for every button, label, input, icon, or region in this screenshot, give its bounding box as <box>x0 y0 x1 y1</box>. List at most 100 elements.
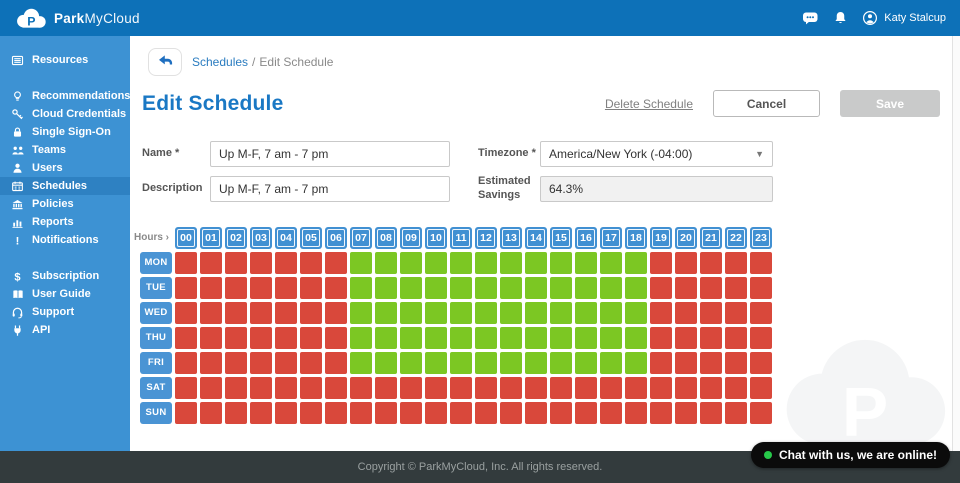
chat-widget[interactable]: Chat with us, we are online! <box>750 442 950 468</box>
schedule-cell-thu-10[interactable] <box>425 326 447 349</box>
schedule-cell-sat-02[interactable] <box>225 376 247 399</box>
schedule-cell-mon-19[interactable] <box>650 251 672 274</box>
schedule-cell-thu-22[interactable] <box>725 326 747 349</box>
schedule-cell-thu-06[interactable] <box>325 326 347 349</box>
sidebar-item-users[interactable]: Users <box>0 159 130 177</box>
back-button[interactable] <box>148 48 182 76</box>
schedule-cell-sat-03[interactable] <box>250 376 272 399</box>
schedule-cell-tue-05[interactable] <box>300 276 322 299</box>
day-label-wed[interactable]: WED <box>140 301 172 324</box>
schedule-cell-thu-16[interactable] <box>575 326 597 349</box>
schedule-cell-sat-05[interactable] <box>300 376 322 399</box>
schedule-cell-fri-13[interactable] <box>500 351 522 374</box>
schedule-cell-wed-04[interactable] <box>275 301 297 324</box>
schedule-cell-sat-16[interactable] <box>575 376 597 399</box>
schedule-cell-thu-09[interactable] <box>400 326 422 349</box>
description-input[interactable] <box>210 175 450 202</box>
schedule-cell-fri-17[interactable] <box>600 351 622 374</box>
schedule-cell-sat-09[interactable] <box>400 376 422 399</box>
schedule-cell-mon-22[interactable] <box>725 251 747 274</box>
schedule-cell-mon-01[interactable] <box>200 251 222 274</box>
schedule-cell-fri-06[interactable] <box>325 351 347 374</box>
schedule-cell-thu-00[interactable] <box>175 326 197 349</box>
schedule-cell-mon-05[interactable] <box>300 251 322 274</box>
breadcrumb-link-schedules[interactable]: Schedules <box>192 55 249 69</box>
schedule-cell-wed-19[interactable] <box>650 301 672 324</box>
schedule-cell-fri-10[interactable] <box>425 351 447 374</box>
schedule-cell-mon-07[interactable] <box>350 251 372 274</box>
schedule-cell-sat-20[interactable] <box>675 376 697 399</box>
hour-header-00[interactable]: 00 <box>175 226 197 249</box>
timezone-select[interactable]: America/New York (-04:00) ▼ <box>540 141 773 167</box>
hour-header-01[interactable]: 01 <box>200 226 222 249</box>
schedule-cell-thu-05[interactable] <box>300 326 322 349</box>
schedule-cell-wed-03[interactable] <box>250 301 272 324</box>
schedule-cell-wed-17[interactable] <box>600 301 622 324</box>
schedule-cell-fri-00[interactable] <box>175 351 197 374</box>
schedule-cell-mon-06[interactable] <box>325 251 347 274</box>
schedule-cell-wed-08[interactable] <box>375 301 397 324</box>
schedule-cell-mon-20[interactable] <box>675 251 697 274</box>
schedule-cell-wed-21[interactable] <box>700 301 722 324</box>
schedule-cell-sat-17[interactable] <box>600 376 622 399</box>
schedule-cell-sun-00[interactable] <box>175 401 197 424</box>
schedule-cell-mon-04[interactable] <box>275 251 297 274</box>
schedule-cell-mon-17[interactable] <box>600 251 622 274</box>
sidebar-item-cloud-credentials[interactable]: Cloud Credentials <box>0 105 130 123</box>
schedule-cell-sun-04[interactable] <box>275 401 297 424</box>
schedule-cell-sun-06[interactable] <box>325 401 347 424</box>
hour-header-12[interactable]: 12 <box>475 226 497 249</box>
schedule-cell-tue-18[interactable] <box>625 276 647 299</box>
schedule-cell-thu-17[interactable] <box>600 326 622 349</box>
schedule-cell-sun-22[interactable] <box>725 401 747 424</box>
schedule-cell-sat-14[interactable] <box>525 376 547 399</box>
sidebar-item-single-sign-on[interactable]: Single Sign-On <box>0 123 130 141</box>
schedule-cell-fri-11[interactable] <box>450 351 472 374</box>
schedule-cell-fri-16[interactable] <box>575 351 597 374</box>
schedule-cell-sun-19[interactable] <box>650 401 672 424</box>
schedule-cell-tue-16[interactable] <box>575 276 597 299</box>
schedule-cell-sun-16[interactable] <box>575 401 597 424</box>
schedule-cell-fri-18[interactable] <box>625 351 647 374</box>
schedule-cell-wed-22[interactable] <box>725 301 747 324</box>
hour-header-06[interactable]: 06 <box>325 226 347 249</box>
schedule-cell-fri-04[interactable] <box>275 351 297 374</box>
schedule-cell-thu-01[interactable] <box>200 326 222 349</box>
hour-header-15[interactable]: 15 <box>550 226 572 249</box>
schedule-cell-sun-11[interactable] <box>450 401 472 424</box>
schedule-cell-tue-17[interactable] <box>600 276 622 299</box>
schedule-cell-sat-22[interactable] <box>725 376 747 399</box>
hour-header-03[interactable]: 03 <box>250 226 272 249</box>
schedule-cell-mon-02[interactable] <box>225 251 247 274</box>
hour-header-05[interactable]: 05 <box>300 226 322 249</box>
schedule-cell-tue-10[interactable] <box>425 276 447 299</box>
save-button[interactable]: Save <box>840 90 940 117</box>
schedule-cell-fri-20[interactable] <box>675 351 697 374</box>
schedule-cell-sat-23[interactable] <box>750 376 772 399</box>
schedule-cell-wed-01[interactable] <box>200 301 222 324</box>
schedule-cell-sat-01[interactable] <box>200 376 222 399</box>
schedule-cell-fri-09[interactable] <box>400 351 422 374</box>
scrollbar-track[interactable] <box>952 36 960 451</box>
schedule-cell-sun-14[interactable] <box>525 401 547 424</box>
schedule-cell-thu-02[interactable] <box>225 326 247 349</box>
brand-logo[interactable]: P ParkMyCloud <box>14 6 140 30</box>
schedule-cell-thu-07[interactable] <box>350 326 372 349</box>
day-label-sun[interactable]: SUN <box>140 401 172 424</box>
bell-icon[interactable] <box>833 10 848 26</box>
schedule-cell-wed-05[interactable] <box>300 301 322 324</box>
sidebar-item-schedules[interactable]: Schedules <box>0 177 130 195</box>
schedule-cell-sun-13[interactable] <box>500 401 522 424</box>
schedule-cell-fri-23[interactable] <box>750 351 772 374</box>
schedule-cell-mon-12[interactable] <box>475 251 497 274</box>
schedule-cell-wed-18[interactable] <box>625 301 647 324</box>
schedule-cell-sat-12[interactable] <box>475 376 497 399</box>
schedule-cell-tue-20[interactable] <box>675 276 697 299</box>
schedule-cell-thu-20[interactable] <box>675 326 697 349</box>
schedule-cell-wed-09[interactable] <box>400 301 422 324</box>
schedule-cell-wed-23[interactable] <box>750 301 772 324</box>
sidebar-item-teams[interactable]: Teams <box>0 141 130 159</box>
hour-header-07[interactable]: 07 <box>350 226 372 249</box>
schedule-cell-wed-02[interactable] <box>225 301 247 324</box>
schedule-cell-mon-03[interactable] <box>250 251 272 274</box>
